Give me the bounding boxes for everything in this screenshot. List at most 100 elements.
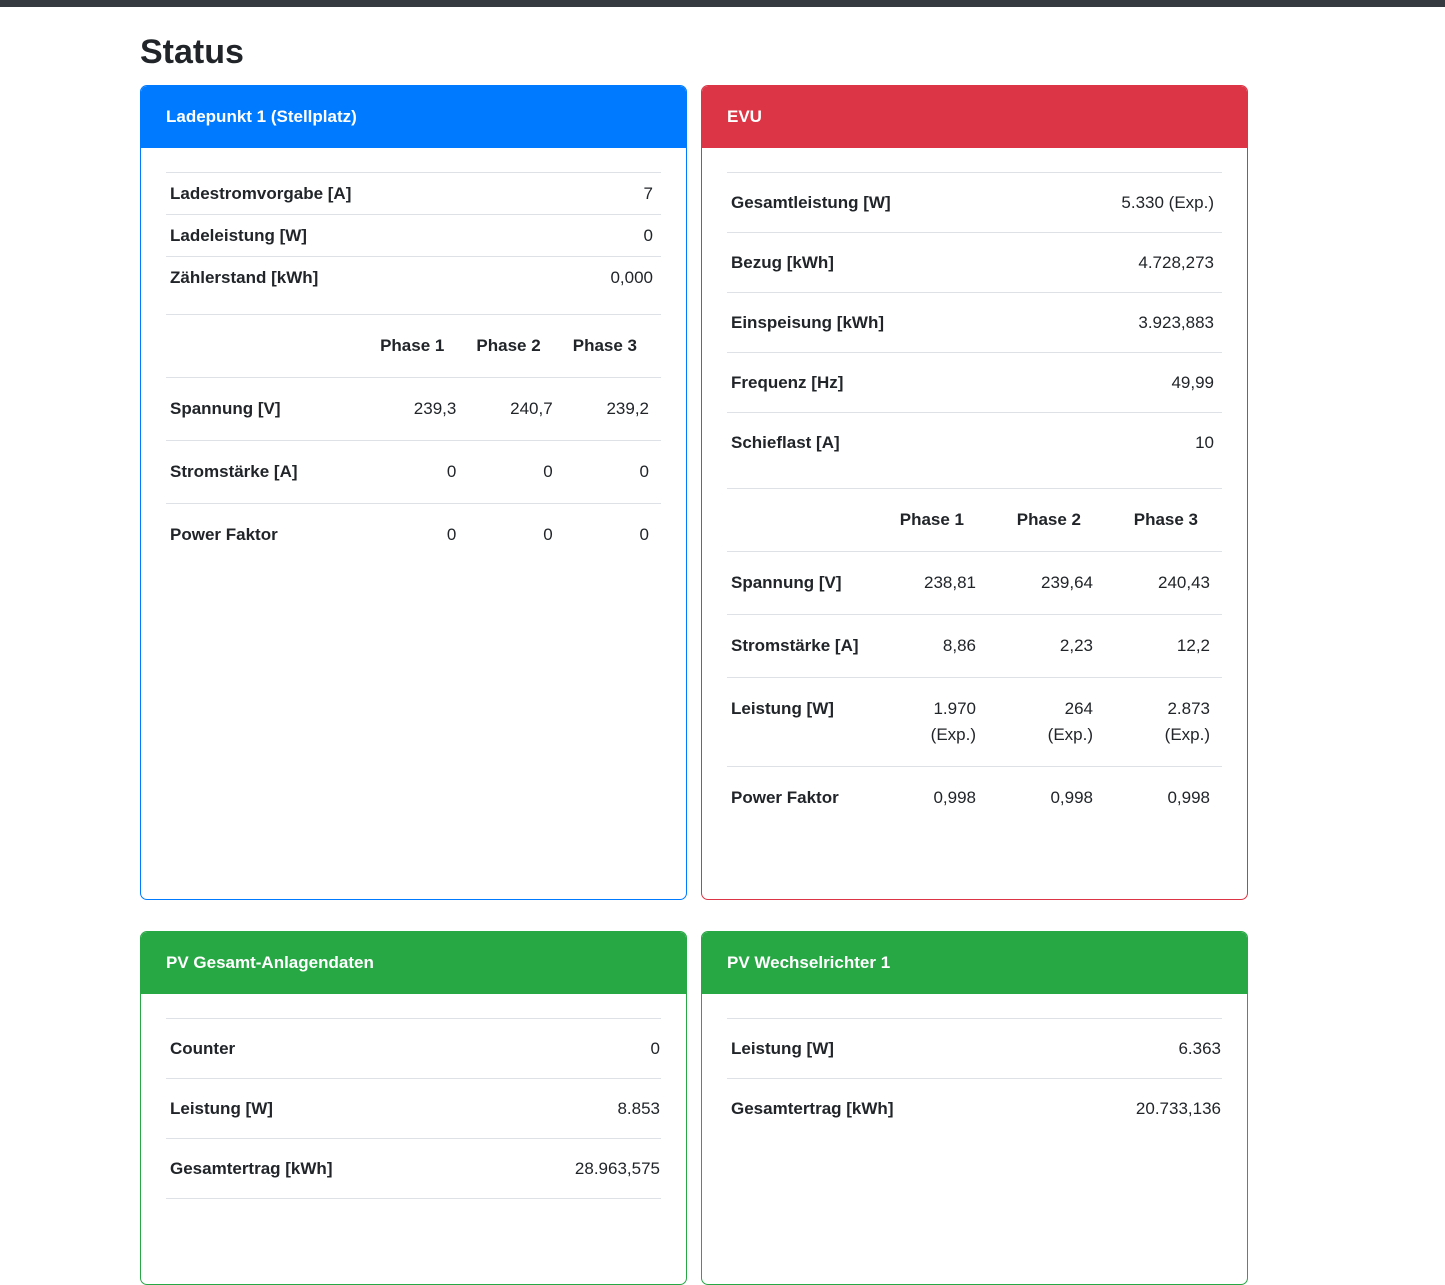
row-label: Power Faktor [166, 502, 372, 566]
table-row: Spannung [V] 239,3 240,7 239,2 [166, 376, 661, 441]
status-page: Status Ladepunkt 1 (Stellplatz) Ladestro… [140, 32, 1248, 1285]
phase-value: 240,7 [468, 376, 565, 441]
row-value: 6.363 [1052, 1017, 1222, 1079]
row-value: 3.923,883 [1033, 291, 1222, 353]
row-label: Stromstärke [A] [727, 613, 871, 678]
row-label: Zählerstand [kWh] [166, 255, 554, 298]
row-value: 4.728,273 [1033, 231, 1222, 293]
row-label: Frequenz [Hz] [727, 351, 1034, 413]
phase-value: 0,998 [1105, 765, 1222, 829]
phase-header-empty [727, 487, 871, 552]
row-value: 0 [553, 213, 661, 257]
row-value: 0,000 [553, 255, 661, 298]
export-note: (Exp.) [1047, 724, 1093, 744]
row-label: Spannung [V] [166, 376, 372, 441]
phase-value: 239,64 [988, 550, 1105, 615]
phase-value: 238,81 [871, 550, 988, 615]
card-header-pv-gesamt: PV Gesamt-Anlagendaten [141, 931, 686, 994]
phase-value: 0 [372, 502, 469, 566]
row-label: Leistung [W] [727, 676, 871, 767]
ladepunkt-values-table: Ladestromvorgabe [A] 7 Ladeleistung [W] … [166, 171, 661, 298]
row-label: Counter [166, 1017, 492, 1079]
phase-column-header: Phase 2 [988, 487, 1105, 552]
phase-value: 2.873 (Exp.) [1105, 676, 1222, 767]
row-value: 49,99 [1033, 351, 1222, 413]
phase-value: 0 [564, 502, 661, 566]
cards-row-top: Ladepunkt 1 (Stellplatz) Ladestromvorgab… [140, 84, 1248, 900]
phase-header-row: Phase 1 Phase 2 Phase 3 [166, 313, 661, 378]
table-row: Stromstärke [A] 8,86 2,23 12,2 [727, 613, 1222, 678]
row-value: 10 [1033, 411, 1222, 472]
table-row: Schieflast [A] 10 [727, 411, 1222, 472]
table-row: Power Faktor 0 0 0 [166, 502, 661, 566]
row-label: Stromstärke [A] [166, 439, 372, 504]
phase-column-header: Phase 2 [468, 313, 565, 378]
table-row: Leistung [W] 8.853 [166, 1077, 661, 1139]
pv-gesamt-values-table: Counter 0 Leistung [W] 8.853 Gesamtertra… [166, 1017, 661, 1199]
phase-column-header: Phase 3 [564, 313, 661, 378]
card-title: EVU [727, 106, 762, 126]
card-title: Ladepunkt 1 (Stellplatz) [166, 106, 357, 126]
phase-column-header: Phase 1 [871, 487, 988, 552]
row-value: 7 [553, 171, 661, 215]
cards-row-bottom: PV Gesamt-Anlagendaten Counter 0 Leistun… [140, 930, 1248, 1285]
table-row: Frequenz [Hz] 49,99 [727, 351, 1222, 413]
pv-wechselrichter-values-table: Leistung [W] 6.363 Gesamtertrag [kWh] 20… [727, 1017, 1222, 1138]
table-row: Power Faktor 0,998 0,998 0,998 [727, 765, 1222, 829]
phase-value: 1.970 (Exp.) [871, 676, 988, 767]
card-ladepunkt-1: Ladepunkt 1 (Stellplatz) Ladestromvorgab… [140, 84, 687, 900]
row-value: 20.733,136 [1052, 1077, 1222, 1138]
card-header-ladepunkt: Ladepunkt 1 (Stellplatz) [141, 85, 686, 148]
table-row: Leistung [W] 1.970 (Exp.) 264 (Exp.) 2.873… [727, 676, 1222, 767]
phase-value: 0 [564, 439, 661, 504]
phase-value-number: 264 [1064, 698, 1093, 718]
row-label: Schieflast [A] [727, 411, 1034, 472]
card-body: Counter 0 Leistung [W] 8.853 Gesamtertra… [141, 994, 686, 1219]
phase-value: 0,998 [871, 765, 988, 829]
row-value: 5.330 (Exp.) [1033, 171, 1222, 233]
card-body: Ladestromvorgabe [A] 7 Ladeleistung [W] … [141, 148, 686, 586]
phase-value-number: 1.970 [933, 698, 976, 718]
row-label: Einspeisung [kWh] [727, 291, 1034, 353]
phase-value: 0 [468, 439, 565, 504]
phase-value: 0 [372, 439, 469, 504]
row-label: Leistung [W] [166, 1077, 492, 1139]
card-title: PV Gesamt-Anlagendaten [166, 952, 374, 972]
phase-header-row: Phase 1 Phase 2 Phase 3 [727, 487, 1222, 552]
row-value: 28.963,575 [491, 1137, 661, 1199]
phase-value: 0,998 [988, 765, 1105, 829]
card-pv-gesamt: PV Gesamt-Anlagendaten Counter 0 Leistun… [140, 930, 687, 1285]
evu-phase-table: Phase 1 Phase 2 Phase 3 Spannung [V] 238… [727, 487, 1222, 829]
row-label: Ladeleistung [W] [166, 213, 554, 257]
table-row: Ladestromvorgabe [A] 7 [166, 171, 661, 215]
phase-value-number: 2.873 [1167, 698, 1210, 718]
row-label: Leistung [W] [727, 1017, 1053, 1079]
row-value: 8.853 [491, 1077, 661, 1139]
table-row: Gesamtertrag [kWh] 28.963,575 [166, 1137, 661, 1199]
phase-column-header: Phase 1 [372, 313, 469, 378]
card-header-pv-wechselrichter: PV Wechselrichter 1 [702, 931, 1247, 994]
table-row: Leistung [W] 6.363 [727, 1017, 1222, 1079]
card-body: Gesamtleistung [W] 5.330 (Exp.) Bezug [k… [702, 148, 1247, 849]
table-row: Einspeisung [kWh] 3.923,883 [727, 291, 1222, 353]
phase-header-empty [166, 313, 372, 378]
export-note: (Exp.) [930, 724, 976, 744]
page-title: Status [140, 33, 244, 71]
row-value: 0 [491, 1017, 661, 1079]
phase-value: 8,86 [871, 613, 988, 678]
row-label: Power Faktor [727, 765, 871, 829]
card-title: PV Wechselrichter 1 [727, 952, 891, 972]
table-row: Ladeleistung [W] 0 [166, 213, 661, 257]
export-note: (Exp.) [1164, 724, 1210, 744]
card-evu: EVU Gesamtleistung [W] 5.330 (Exp.) Bezu… [701, 84, 1248, 900]
phase-value: 2,23 [988, 613, 1105, 678]
card-body: Leistung [W] 6.363 Gesamtertrag [kWh] 20… [702, 994, 1247, 1158]
row-label: Spannung [V] [727, 550, 871, 615]
table-row: Gesamtertrag [kWh] 20.733,136 [727, 1077, 1222, 1138]
phase-value: 264 (Exp.) [988, 676, 1105, 767]
table-row: Stromstärke [A] 0 0 0 [166, 439, 661, 504]
row-label: Bezug [kWh] [727, 231, 1034, 293]
card-pv-wechselrichter-1: PV Wechselrichter 1 Leistung [W] 6.363 G… [701, 930, 1248, 1285]
evu-values-table: Gesamtleistung [W] 5.330 (Exp.) Bezug [k… [727, 171, 1222, 472]
ladepunkt-phase-table: Phase 1 Phase 2 Phase 3 Spannung [V] 239… [166, 313, 661, 566]
